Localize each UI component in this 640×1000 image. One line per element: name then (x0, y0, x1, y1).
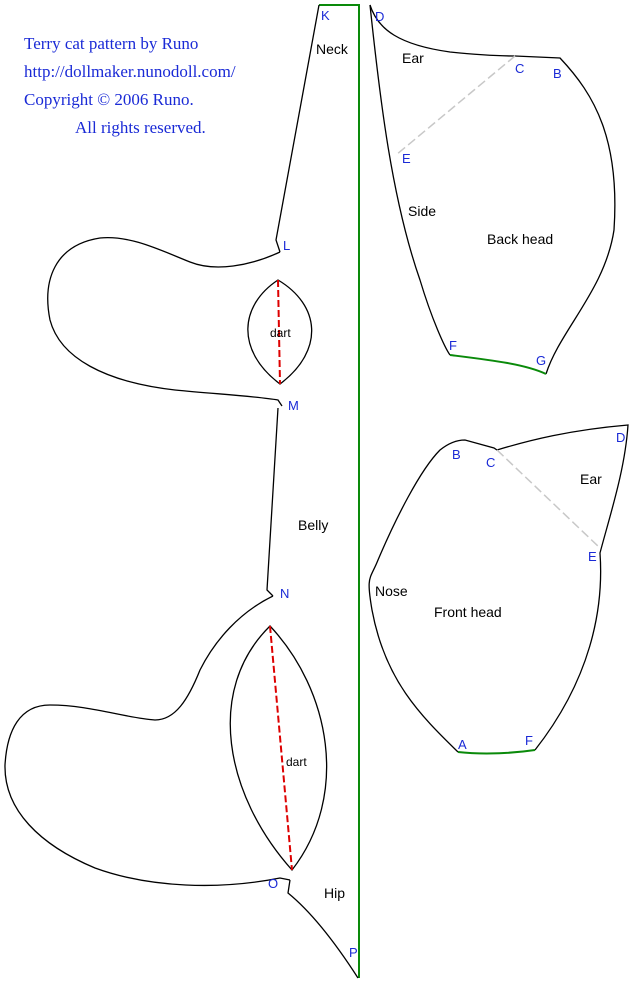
pattern-credits: Terry cat pattern by Runo http://dollmak… (24, 30, 324, 142)
front-head-piece: Ear Nose Front head B C D E A F (368, 424, 629, 755)
side-label: Side (408, 203, 436, 219)
nose-label: Nose (375, 583, 408, 599)
upper-dart-line (277, 279, 281, 385)
front-point-d-label: D (616, 430, 625, 445)
point-l-label: L (283, 238, 290, 253)
front-head-label: Front head (434, 604, 502, 620)
body-front-leg-outline (47, 236, 283, 407)
back-ear-label: Ear (402, 50, 424, 66)
body-hip-edge (287, 879, 359, 979)
body-fold-line (319, 4, 360, 978)
point-o-label: O (268, 876, 278, 891)
front-head-outline (368, 424, 629, 753)
back-point-c-label: C (515, 61, 524, 76)
front-point-e-label: E (588, 549, 597, 564)
lower-dart-label: dart (286, 755, 307, 769)
front-point-f-label: F (525, 733, 533, 748)
point-p-label: P (349, 945, 358, 960)
back-point-f-label: F (449, 338, 457, 353)
lower-dart-outline (229, 625, 328, 872)
belly-label: Belly (298, 517, 328, 533)
point-n-label: N (280, 586, 289, 601)
body-neck-edge (275, 4, 320, 253)
body-piece: Neck Belly Hip dart dart K L M N O P (4, 4, 360, 979)
front-ear-label: Ear (580, 471, 602, 487)
back-point-g-label: G (536, 353, 546, 368)
back-head-label: Back head (487, 231, 553, 247)
front-point-b-label: B (452, 447, 461, 462)
back-head-piece: Ear Side Back head D C B E F G (369, 4, 616, 375)
back-head-side-edge (369, 4, 451, 356)
site-url: http://dollmaker.nunodoll.com/ (24, 62, 236, 81)
body-hind-leg-outline (4, 595, 291, 887)
back-head-outline (369, 4, 616, 375)
back-point-d-label: D (375, 9, 384, 24)
upper-dart-label: dart (270, 326, 291, 340)
hip-label: Hip (324, 885, 345, 901)
lower-dart-line (269, 625, 293, 871)
back-point-e-label: E (402, 151, 411, 166)
point-k-label: K (321, 8, 330, 23)
point-m-label: M (288, 398, 299, 413)
copyright-line: Copyright © 2006 Runo. (24, 90, 194, 109)
back-point-b-label: B (553, 66, 562, 81)
neck-label: Neck (316, 41, 349, 57)
front-head-ear-guide (496, 449, 601, 549)
body-belly-edge (266, 407, 279, 597)
rights-line: All rights reserved. (75, 118, 206, 137)
pattern-title: Terry cat pattern by Runo (24, 34, 199, 53)
back-head-bottom-edge (449, 354, 547, 375)
front-point-c-label: C (486, 455, 495, 470)
front-point-a-label: A (458, 737, 467, 752)
front-head-bottom-edge (457, 749, 536, 755)
back-head-ear-guide (395, 55, 516, 156)
